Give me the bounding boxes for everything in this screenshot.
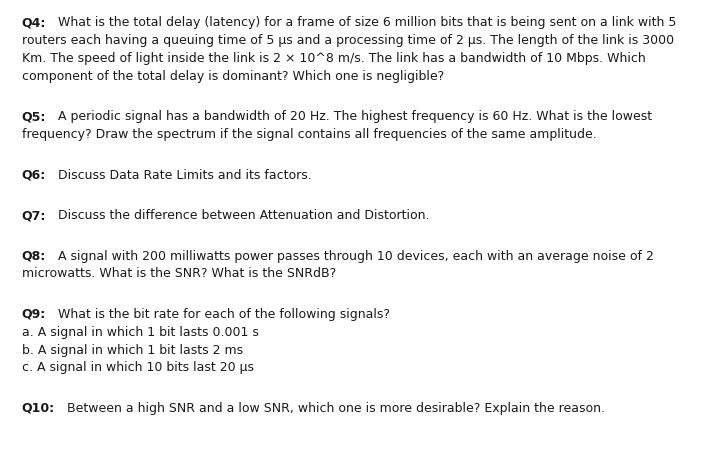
Text: Q6:: Q6: xyxy=(22,169,46,182)
Text: microwatts. What is the SNR? What is the SNRdB?: microwatts. What is the SNR? What is the… xyxy=(22,267,336,281)
Text: Discuss Data Rate Limits and its factors.: Discuss Data Rate Limits and its factors… xyxy=(58,169,311,182)
Text: Q8:: Q8: xyxy=(22,250,46,263)
Text: Q10:: Q10: xyxy=(22,402,55,415)
Text: What is the total delay (latency) for a frame of size 6 million bits that is bei: What is the total delay (latency) for a … xyxy=(58,16,676,30)
Text: Q4:: Q4: xyxy=(22,16,46,30)
Text: Km. The speed of light inside the link is 2 × 10^8 m/s. The link has a bandwidth: Km. The speed of light inside the link i… xyxy=(22,52,645,65)
Text: Between a high SNR and a low SNR, which one is more desirable? Explain the reaso: Between a high SNR and a low SNR, which … xyxy=(67,402,605,415)
Text: b. A signal in which 1 bit lasts 2 ms: b. A signal in which 1 bit lasts 2 ms xyxy=(22,344,243,357)
Text: frequency? Draw the spectrum if the signal contains all frequencies of the same : frequency? Draw the spectrum if the sign… xyxy=(22,128,596,141)
Text: a. A signal in which 1 bit lasts 0.001 s: a. A signal in which 1 bit lasts 0.001 s xyxy=(22,326,258,339)
Text: Q9:: Q9: xyxy=(22,308,46,321)
Text: component of the total delay is dominant? Which one is negligible?: component of the total delay is dominant… xyxy=(22,70,444,83)
Text: Discuss the difference between Attenuation and Distortion.: Discuss the difference between Attenuati… xyxy=(58,209,429,222)
Text: routers each having a queuing time of 5 μs and a processing time of 2 μs. The le: routers each having a queuing time of 5 … xyxy=(22,34,674,47)
Text: What is the bit rate for each of the following signals?: What is the bit rate for each of the fol… xyxy=(58,308,390,321)
Text: A periodic signal has a bandwidth of 20 Hz. The highest frequency is 60 Hz. What: A periodic signal has a bandwidth of 20 … xyxy=(58,110,652,124)
Text: Q7:: Q7: xyxy=(22,209,46,222)
Text: Q5:: Q5: xyxy=(22,110,46,124)
Text: A signal with 200 milliwatts power passes through 10 devices, each with an avera: A signal with 200 milliwatts power passe… xyxy=(58,250,654,263)
Text: c. A signal in which 10 bits last 20 μs: c. A signal in which 10 bits last 20 μs xyxy=(22,361,253,375)
